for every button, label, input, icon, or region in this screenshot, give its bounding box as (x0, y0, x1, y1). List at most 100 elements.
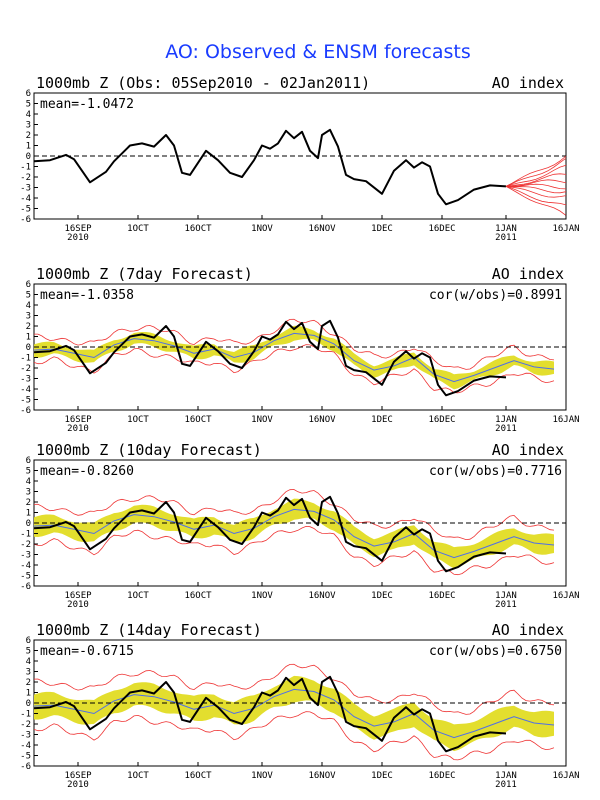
x-tick-year: 2011 (495, 233, 517, 243)
x-tick-label: 1NOV (251, 591, 273, 601)
x-tick-label: 1JAN (495, 224, 517, 234)
x-tick-label: 16OCT (184, 591, 212, 601)
ens-member-line (505, 186, 567, 198)
ens-member-line (505, 186, 567, 216)
x-tick-label: 16JAN (552, 415, 579, 425)
observed-line (33, 675, 507, 753)
y-tick-label: -1 (20, 530, 31, 540)
x-tick-year: 2011 (495, 600, 517, 610)
observed-line (33, 319, 507, 397)
ens-member-line (505, 164, 567, 187)
ens-member-line (505, 186, 567, 194)
y-tick-label: 5 (26, 291, 31, 301)
correlation-label: cor(w/obs)=0.6750 (429, 644, 562, 659)
y-tick-label: -4 (20, 741, 31, 751)
ens-member-line (505, 155, 567, 187)
x-tick-label: 1OCT (127, 415, 149, 425)
x-tick-label: 16NOV (308, 771, 336, 781)
y-tick-label: -3 (20, 184, 31, 194)
ens-min-line (33, 711, 555, 761)
ens-member-line (505, 186, 567, 206)
spread-band (34, 498, 554, 569)
x-tick-label: 16DEC (428, 591, 455, 601)
y-tick-label: 1 (26, 333, 31, 343)
spread-band (34, 675, 554, 752)
y-tick-label: 1 (26, 509, 31, 519)
y-tick-label: -4 (20, 194, 31, 204)
panel-title: 1000mb Z (Obs: 05Sep2010 - 02Jan2011) (36, 74, 370, 92)
x-tick-label: 16OCT (184, 224, 212, 234)
chart-panel-2: 1000mb Z (7day Forecast) AO index6543210-… (20, 265, 579, 434)
x-tick-label: 16SEP (64, 591, 92, 601)
panel-index-label: AO index (492, 441, 564, 459)
x-tick-label: 1DEC (371, 224, 393, 234)
mean-label: mean=-0.8260 (40, 464, 134, 479)
mean-label: mean=-1.0472 (40, 97, 134, 112)
x-tick-label: 16DEC (428, 415, 455, 425)
y-tick-label: 0 (26, 152, 31, 162)
ensemble-mean-line (33, 508, 555, 559)
x-tick-year: 2010 (67, 233, 89, 243)
y-tick-label: -6 (20, 406, 31, 416)
observed-line (33, 128, 507, 206)
y-tick-label: -5 (20, 396, 31, 406)
y-tick-label: -2 (20, 364, 31, 374)
y-tick-label: -2 (20, 720, 31, 730)
ens-max-line (33, 663, 555, 715)
y-tick-label: 3 (26, 312, 31, 322)
ens-min-line (33, 344, 555, 394)
y-tick-label: -6 (20, 215, 31, 225)
x-tick-year: 2011 (495, 780, 517, 790)
panel-index-label: AO index (492, 621, 564, 639)
x-tick-year: 2010 (67, 780, 89, 790)
ens-max-line (34, 318, 555, 370)
y-tick-label: -3 (20, 731, 31, 741)
y-tick-label: -1 (20, 354, 31, 364)
y-tick-label: 2 (26, 322, 31, 332)
ens-member-line (505, 179, 567, 187)
x-tick-label: 16SEP (64, 415, 92, 425)
y-tick-label: 4 (26, 657, 31, 667)
panel-index-label: AO index (492, 265, 564, 283)
x-tick-label: 1JAN (495, 771, 517, 781)
y-tick-label: 0 (26, 343, 31, 353)
y-tick-label: 3 (26, 121, 31, 131)
observed-line (33, 495, 507, 573)
y-tick-label: -1 (20, 710, 31, 720)
x-tick-year: 2011 (495, 424, 517, 434)
x-tick-label: 16NOV (308, 591, 336, 601)
y-tick-label: 0 (26, 699, 31, 709)
y-tick-label: 1 (26, 142, 31, 152)
y-tick-label: 6 (26, 280, 31, 290)
y-tick-label: 5 (26, 100, 31, 110)
spread-band (34, 325, 554, 390)
y-tick-label: -6 (20, 762, 31, 772)
y-tick-label: -2 (20, 173, 31, 183)
x-tick-year: 2010 (67, 600, 89, 610)
correlation-label: cor(w/obs)=0.8991 (429, 288, 562, 303)
panel-title: 1000mb Z (7day Forecast) (36, 265, 253, 283)
x-tick-label: 16NOV (308, 415, 336, 425)
y-tick-label: 3 (26, 668, 31, 678)
y-tick-label: 1 (26, 689, 31, 699)
y-tick-label: -5 (20, 572, 31, 582)
ens-min-line (33, 525, 555, 576)
x-tick-year: 2010 (67, 424, 89, 434)
chart-panel-1: 1000mb Z (Obs: 05Sep2010 - 02Jan2011) AO … (20, 74, 579, 243)
x-tick-label: 16JAN (552, 591, 579, 601)
y-tick-label: 6 (26, 636, 31, 646)
y-tick-label: -2 (20, 540, 31, 550)
y-tick-label: 5 (26, 467, 31, 477)
y-tick-label: 2 (26, 678, 31, 688)
x-tick-label: 1DEC (371, 415, 393, 425)
y-tick-label: 4 (26, 477, 31, 487)
x-tick-label: 1JAN (495, 415, 517, 425)
y-tick-label: 4 (26, 301, 31, 311)
x-tick-label: 1DEC (371, 591, 393, 601)
mean-label: mean=-0.6715 (40, 644, 134, 659)
x-tick-label: 1OCT (127, 771, 149, 781)
x-tick-label: 1OCT (127, 224, 149, 234)
ens-member-line (505, 173, 567, 187)
y-tick-label: 2 (26, 498, 31, 508)
